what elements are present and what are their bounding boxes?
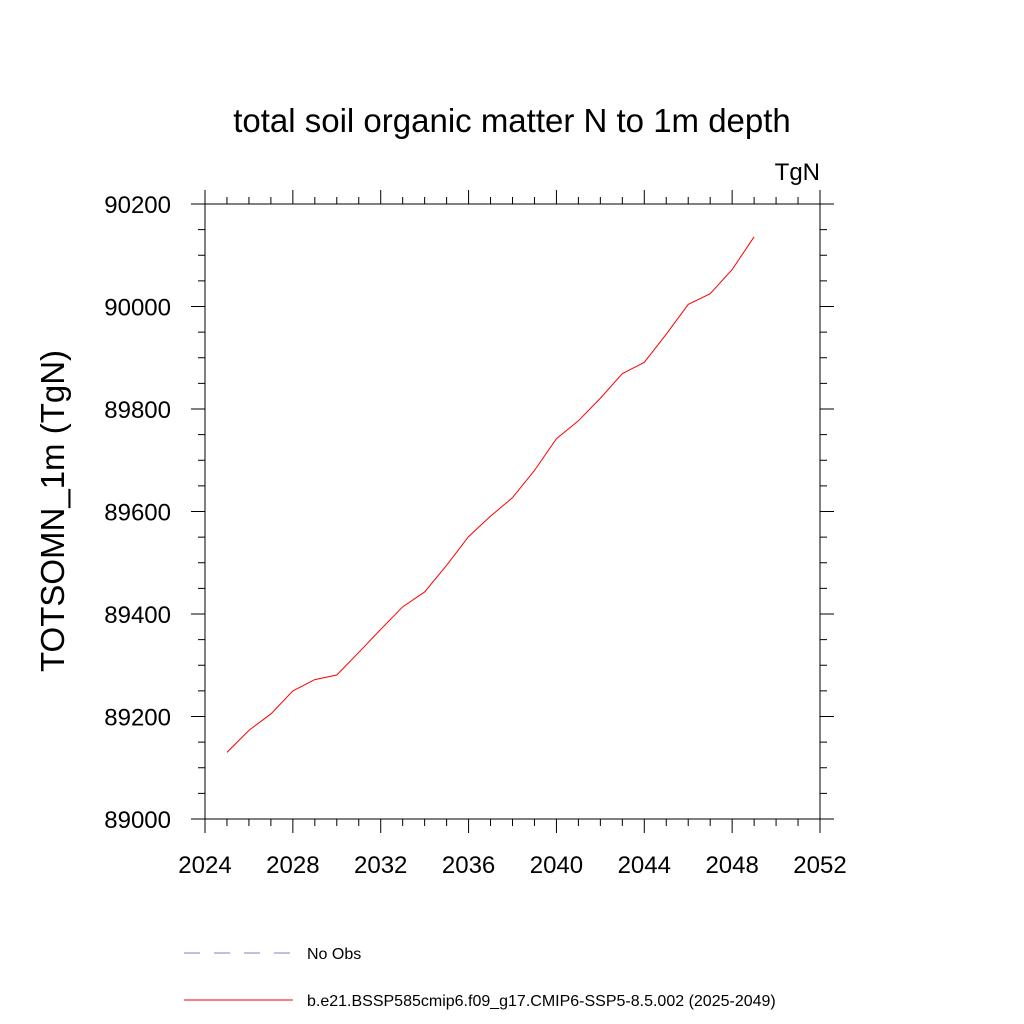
legend-label: b.e21.BSSP585cmip6.f09_g17.CMIP6-SSP5-8.…: [307, 993, 776, 1010]
units-label: TgN: [775, 159, 820, 186]
y-tick-label: 89000: [104, 807, 171, 834]
x-tick-label: 2024: [178, 852, 231, 879]
x-tick-label: 2052: [793, 852, 846, 879]
y-tick-label: 89400: [104, 602, 171, 629]
x-tick-label: 2028: [266, 852, 319, 879]
x-tick-label: 2036: [442, 852, 495, 879]
chart-title: total soil organic matter N to 1m depth: [233, 102, 791, 139]
y-tick-label: 89600: [104, 500, 171, 527]
series-lines: [226, 236, 755, 753]
y-tick-label: 89200: [104, 705, 171, 732]
y-tick-label: 90200: [104, 192, 171, 219]
x-tick-label: 2040: [530, 852, 583, 879]
tick-labels: 2024 2028 2032 2036 2040 2044 2048 2052 89000 892…: [104, 192, 846, 879]
legend: No Obs b.e21.BSSP585cmip6.f09_g17.CMIP6-S…: [184, 946, 776, 1010]
plot-frame: [204, 203, 821, 820]
y-tick-label: 89800: [104, 397, 171, 424]
y-tick-label: 90000: [104, 295, 171, 322]
x-tick-label: 2032: [354, 852, 407, 879]
axis-ticks: [191, 190, 834, 833]
y-axis-label: TOTSOMN_1m (TgN): [34, 350, 71, 672]
series-line: [226, 236, 755, 753]
legend-label: No Obs: [307, 946, 361, 963]
x-tick-label: 2048: [705, 852, 758, 879]
x-tick-label: 2044: [618, 852, 671, 879]
